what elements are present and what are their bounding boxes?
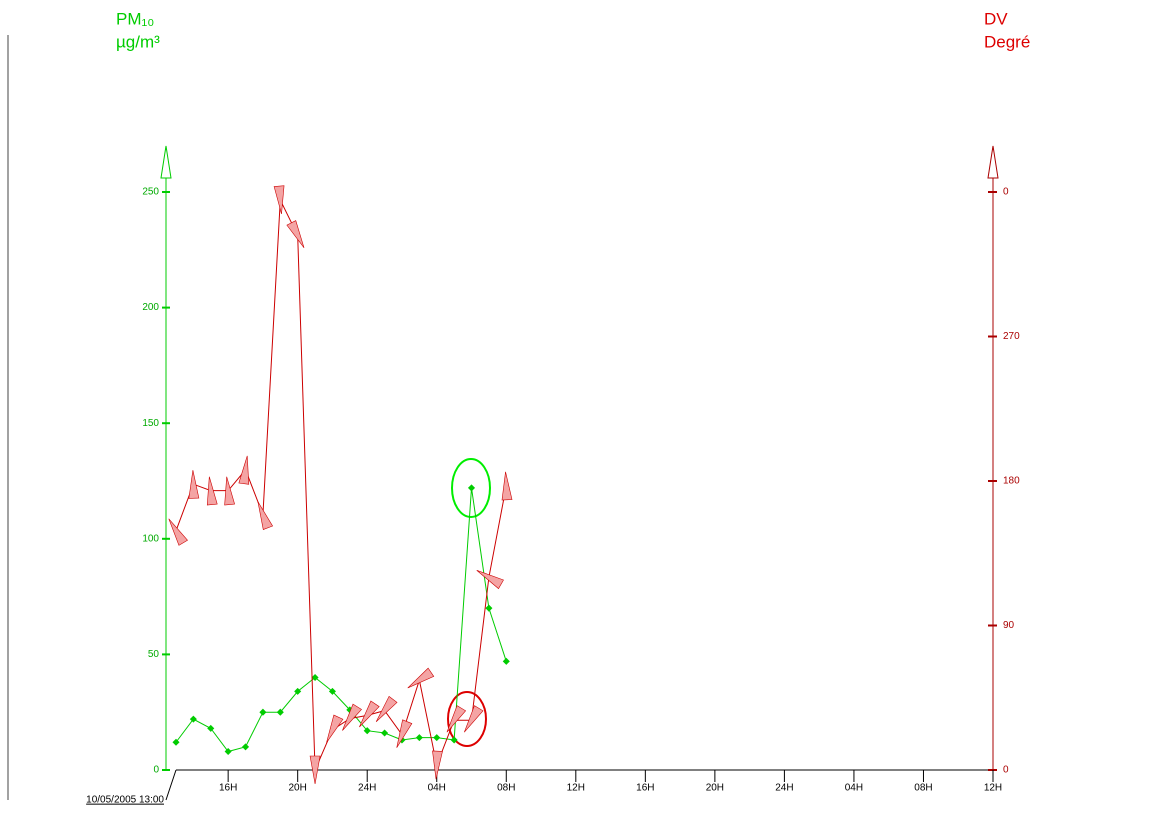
x-tick-label: 08H xyxy=(497,783,515,794)
y-tick-label: 150 xyxy=(142,418,159,429)
data-point xyxy=(415,734,423,742)
data-point xyxy=(224,747,232,756)
data-point xyxy=(294,687,302,695)
y2-label: DV xyxy=(984,9,1008,28)
data-point xyxy=(485,604,493,612)
x-tick-label: 24H xyxy=(775,783,793,794)
wind-arrow xyxy=(206,476,218,506)
wind-arrow xyxy=(238,455,250,485)
x-tick-label: 04H xyxy=(845,783,863,794)
wind-arrow xyxy=(501,471,513,501)
data-point xyxy=(381,729,389,737)
data-point xyxy=(276,708,284,716)
wind-arrow xyxy=(286,220,305,249)
wind-arrow xyxy=(464,705,484,733)
x-tick-label: 20H xyxy=(706,783,724,794)
y-label: PM₁₀ xyxy=(116,9,154,28)
y-tick-label: 0 xyxy=(153,765,159,776)
highlight xyxy=(447,691,487,747)
data-point xyxy=(207,724,215,732)
y-tick-label: 100 xyxy=(142,533,159,544)
wind-arrow xyxy=(224,476,235,506)
y2-tick-label: 270 xyxy=(1003,331,1020,342)
x-tick-label: 20H xyxy=(289,783,307,794)
data-point xyxy=(433,734,441,742)
wind-arrow xyxy=(396,719,413,748)
y2-tick-label: 0 xyxy=(1003,765,1009,776)
x-tick-label: 08H xyxy=(914,783,932,794)
y-tick-label: 250 xyxy=(142,187,159,198)
y-axis-arrow xyxy=(160,145,172,179)
x-tick-label: 12H xyxy=(567,783,585,794)
wind-arrow xyxy=(432,750,443,780)
y2-tick-label: 90 xyxy=(1003,620,1015,631)
y2-tick-label: 0 xyxy=(1003,187,1009,198)
y-label: µg/m³ xyxy=(116,32,160,51)
y2-tick-label: 180 xyxy=(1003,476,1020,487)
y2-axis-arrow xyxy=(987,145,999,179)
highlight xyxy=(451,458,491,518)
wind-arrow xyxy=(188,470,200,499)
wind-arrow xyxy=(273,185,285,215)
series-line xyxy=(175,198,507,771)
wind-arrow xyxy=(257,501,274,530)
data-point xyxy=(189,715,197,723)
data-point xyxy=(172,738,180,746)
data-point xyxy=(363,727,371,735)
wind-arrow xyxy=(326,714,344,743)
y2-label: Degré xyxy=(984,32,1030,51)
y-tick-label: 200 xyxy=(142,302,159,313)
x-start-label: 10/05/2005 13:00 xyxy=(86,795,164,806)
y-tick-label: 50 xyxy=(148,649,160,660)
wind-arrow xyxy=(309,755,321,785)
x-tick-label: 16H xyxy=(636,783,654,794)
wind-arrow xyxy=(476,570,504,590)
wind-arrow xyxy=(407,667,435,689)
wind-arrow xyxy=(375,695,398,722)
x-axis-start xyxy=(165,769,177,801)
data-point xyxy=(450,736,458,744)
x-tick-label: 12H xyxy=(984,783,1002,794)
data-point xyxy=(467,484,476,492)
wind-arrow xyxy=(359,700,380,728)
wind-arrow xyxy=(342,703,362,731)
data-point xyxy=(502,657,510,665)
x-tick-label: 16H xyxy=(219,783,237,794)
data-point xyxy=(328,687,336,695)
wind-arrow xyxy=(168,518,188,546)
wind-arrow xyxy=(446,705,467,733)
data-point xyxy=(241,743,250,751)
data-point xyxy=(259,708,267,716)
data-point xyxy=(311,673,319,682)
x-tick-label: 04H xyxy=(428,783,446,794)
x-tick-label: 24H xyxy=(358,783,376,794)
